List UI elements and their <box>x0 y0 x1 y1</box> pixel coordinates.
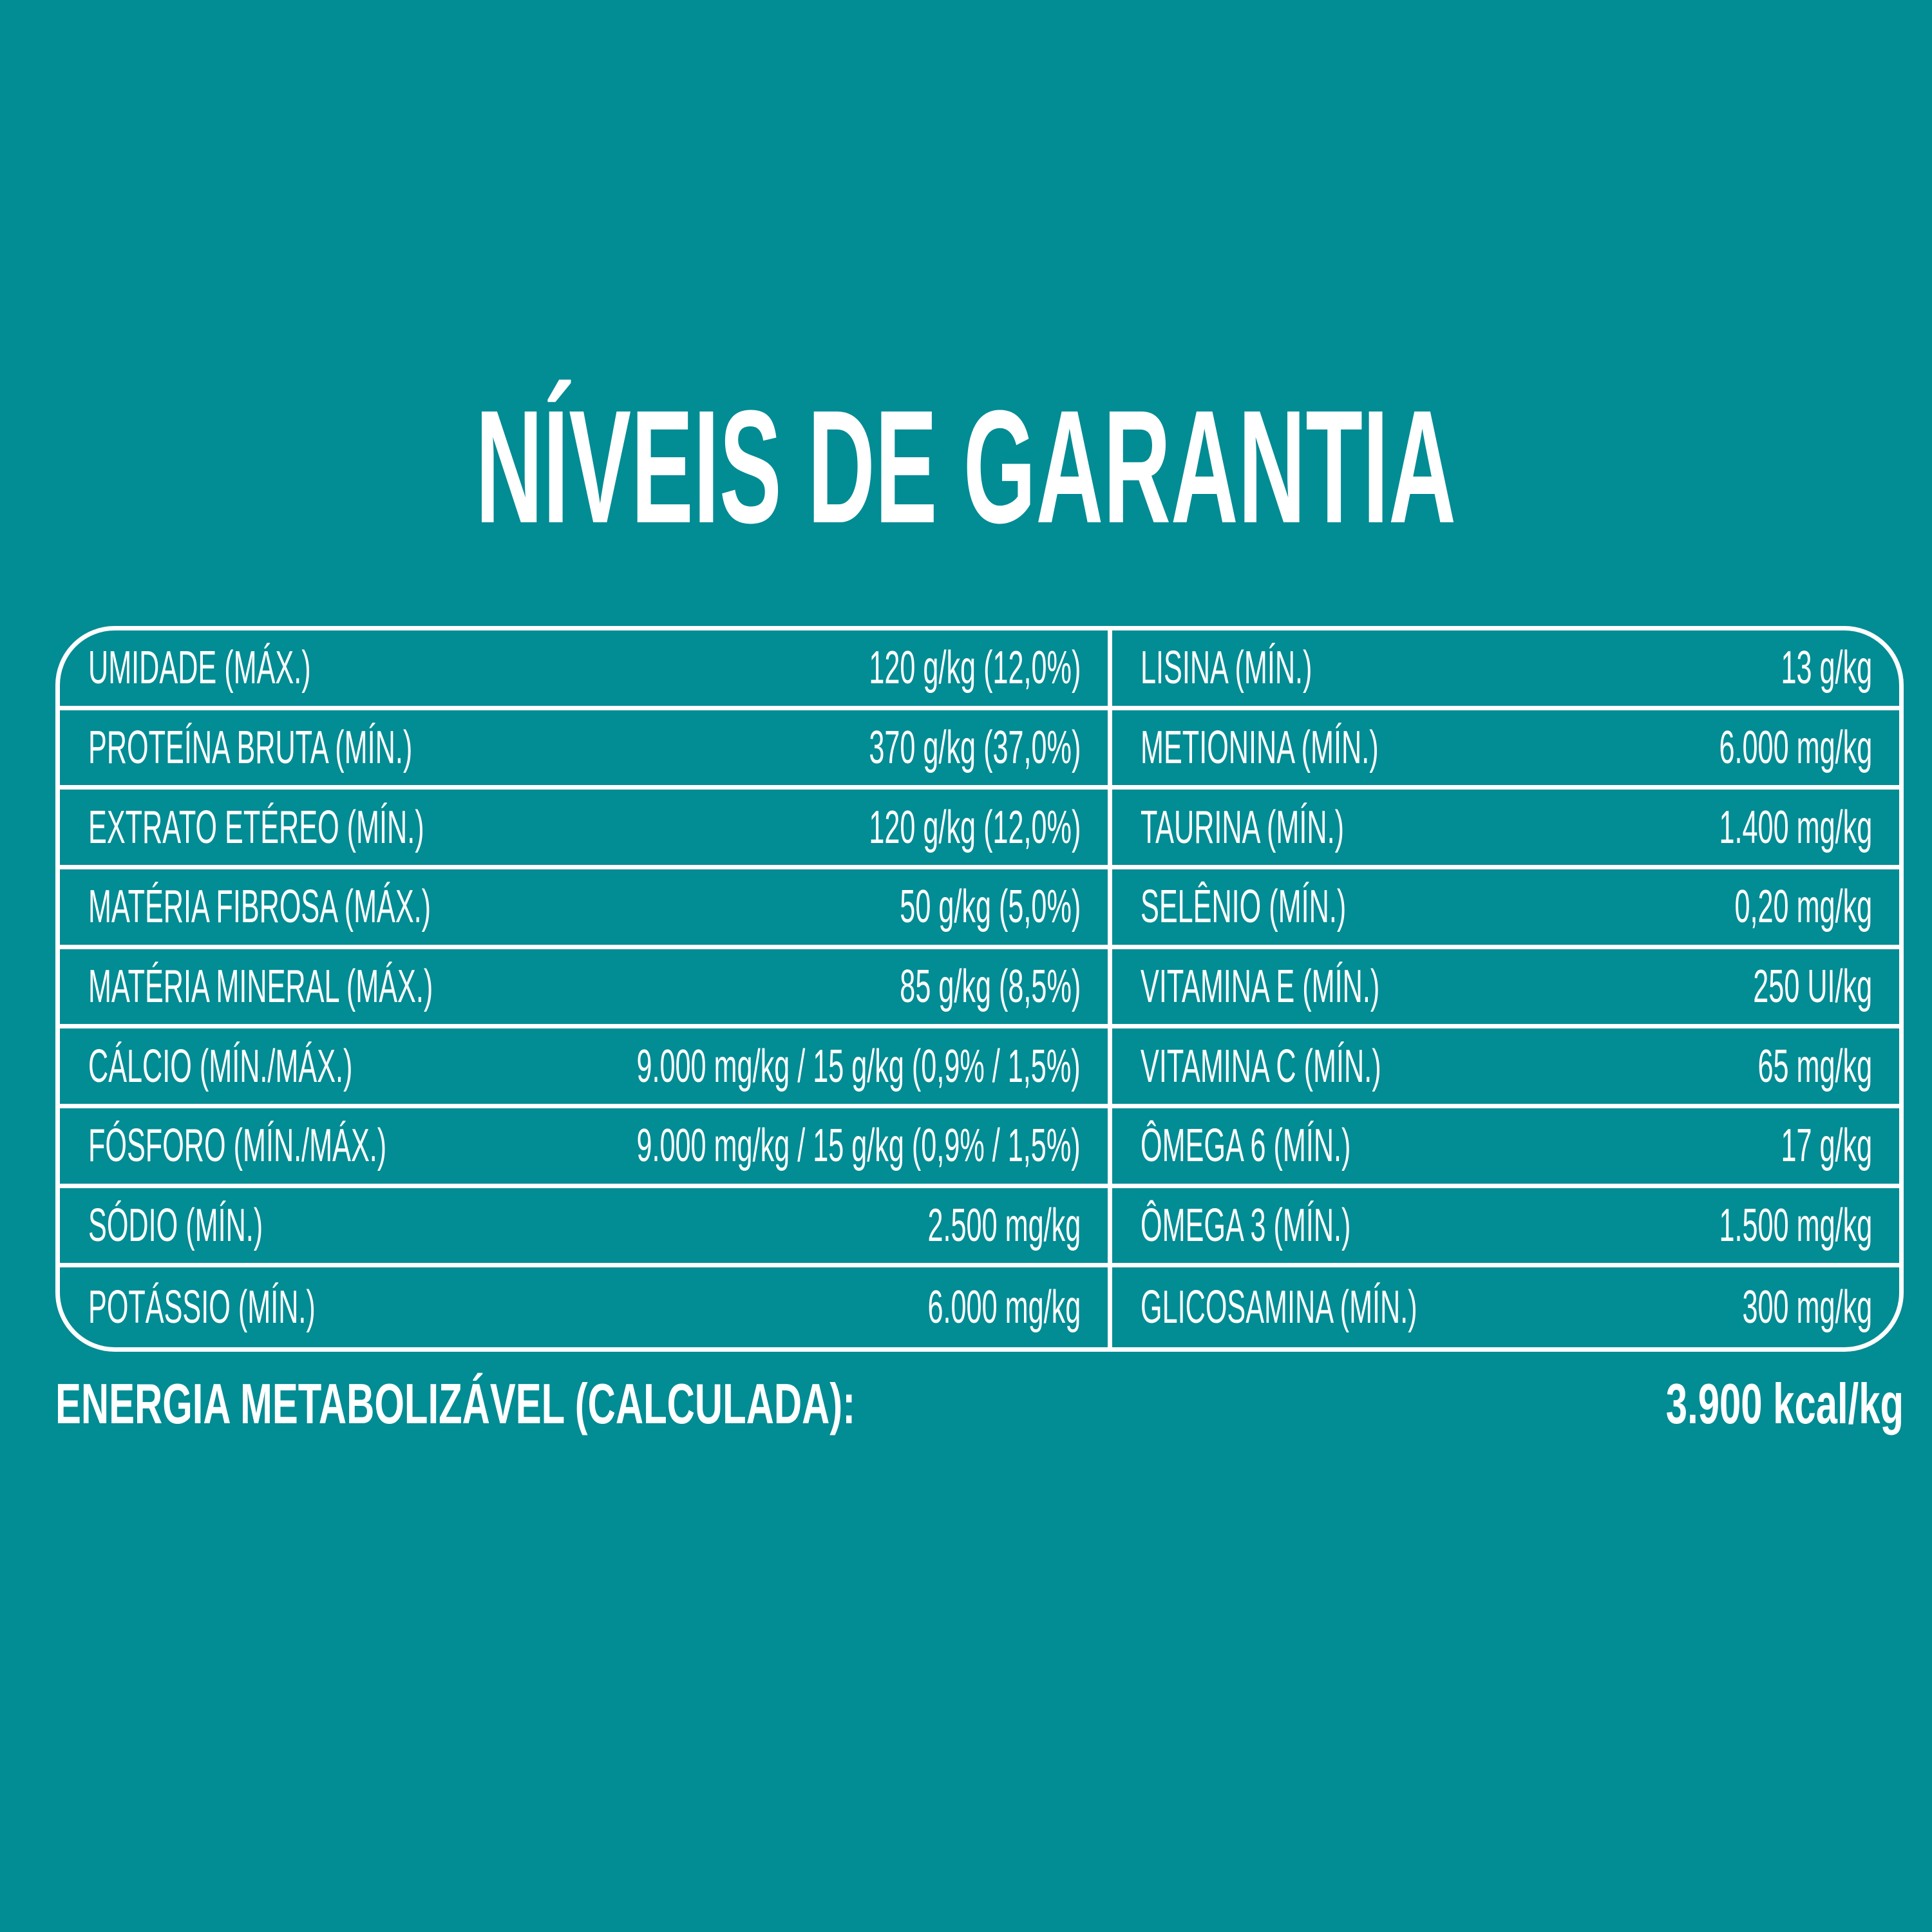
nutrient-value: 1.400 mg/kg <box>1719 801 1872 853</box>
table-row-right: SELÊNIO (MÍN.) 0,20 mg/kg <box>1112 869 1899 949</box>
nutrient-value: 2.500 mg/kg <box>927 1199 1081 1251</box>
nutrient-label: VITAMINA E (MÍN.) <box>1141 960 1380 1012</box>
energy-row: ENERGIA METABOLIZÁVEL (CALCULADA): 3.900… <box>55 1372 1904 1436</box>
nutrient-label: PROTEÍNA BRUTA (MÍN.) <box>88 721 413 773</box>
nutrient-label: ÔMEGA 6 (MÍN.) <box>1141 1120 1351 1172</box>
nutrient-value: 13 g/kg <box>1781 642 1872 694</box>
nutrient-value: 300 mg/kg <box>1742 1282 1872 1334</box>
nutrient-label: GLICOSAMINA (MÍN.) <box>1141 1282 1417 1334</box>
page-title: NÍVEIS DE GARANTIA <box>0 386 1932 547</box>
table-row-right: GLICOSAMINA (MÍN.) 300 mg/kg <box>1112 1267 1899 1347</box>
table-row-left: POTÁSSIO (MÍN.) 6.000 mg/kg <box>60 1267 1112 1347</box>
table-row-left: MATÉRIA FIBROSA (MÁX.) 50 g/kg (5,0%) <box>60 869 1112 949</box>
nutrient-label: VITAMINA C (MÍN.) <box>1141 1040 1381 1092</box>
nutrient-label: LISINA (MÍN.) <box>1141 642 1312 694</box>
nutrient-label: SÓDIO (MÍN.) <box>88 1199 263 1251</box>
guarantee-levels-table: UMIDADE (MÁX.) 120 g/kg (12,0%) LISINA (MÍ… <box>55 626 1904 1352</box>
nutrient-label: METIONINA (MÍN.) <box>1141 721 1379 773</box>
nutrient-label: POTÁSSIO (MÍN.) <box>88 1282 316 1334</box>
nutrient-value: 9.000 mg/kg / 15 g/kg (0,9% / 1,5%) <box>636 1120 1081 1172</box>
nutrient-value: 9.000 mg/kg / 15 g/kg (0,9% / 1,5%) <box>636 1040 1081 1092</box>
energy-value: 3.900 kcal/kg <box>1665 1372 1904 1435</box>
nutrient-label: FÓSFORO (MÍN./MÁX.) <box>88 1120 387 1172</box>
page-title-text: NÍVEIS DE GARANTIA <box>475 377 1457 556</box>
nutrient-value: 50 g/kg (5,0%) <box>900 881 1081 933</box>
nutrient-value: 6.000 mg/kg <box>927 1282 1081 1334</box>
nutrient-label: CÁLCIO (MÍN./MÁX.) <box>88 1040 353 1092</box>
table-row-left: CÁLCIO (MÍN./MÁX.) 9.000 mg/kg / 15 g/kg … <box>60 1028 1112 1108</box>
table-row-right: ÔMEGA 6 (MÍN.) 17 g/kg <box>1112 1108 1899 1188</box>
nutrient-value: 250 UI/kg <box>1753 960 1872 1012</box>
nutrient-label: MATÉRIA FIBROSA (MÁX.) <box>88 881 431 933</box>
table-row-left: EXTRATO ETÉREO (MÍN.) 120 g/kg (12,0%) <box>60 790 1112 869</box>
nutrient-value: 17 g/kg <box>1781 1120 1872 1172</box>
table-row-left: UMIDADE (MÁX.) 120 g/kg (12,0%) <box>60 630 1112 710</box>
nutrient-value: 1.500 mg/kg <box>1719 1199 1872 1251</box>
table-row-right: METIONINA (MÍN.) 6.000 mg/kg <box>1112 710 1899 790</box>
nutrient-label: UMIDADE (MÁX.) <box>88 642 311 694</box>
nutrient-value: 0,20 mg/kg <box>1734 881 1872 933</box>
nutrient-label: SELÊNIO (MÍN.) <box>1141 881 1347 933</box>
nutrient-label: ÔMEGA 3 (MÍN.) <box>1141 1199 1351 1251</box>
table-row-left: PROTEÍNA BRUTA (MÍN.) 370 g/kg (37,0%) <box>60 710 1112 790</box>
table-row-right: ÔMEGA 3 (MÍN.) 1.500 mg/kg <box>1112 1188 1899 1268</box>
energy-label: ENERGIA METABOLIZÁVEL (CALCULADA): <box>55 1372 856 1435</box>
table-row-right: VITAMINA C (MÍN.) 65 mg/kg <box>1112 1028 1899 1108</box>
nutrient-value: 85 g/kg (8,5%) <box>900 960 1081 1012</box>
nutrient-value: 6.000 mg/kg <box>1719 721 1872 773</box>
nutrient-value: 120 g/kg (12,0%) <box>868 801 1081 853</box>
table-row-left: SÓDIO (MÍN.) 2.500 mg/kg <box>60 1188 1112 1268</box>
nutrient-value: 65 mg/kg <box>1757 1040 1872 1092</box>
nutrient-label: EXTRATO ETÉREO (MÍN.) <box>88 801 424 853</box>
table-row-left: FÓSFORO (MÍN./MÁX.) 9.000 mg/kg / 15 g/kg… <box>60 1108 1112 1188</box>
nutrient-value: 370 g/kg (37,0%) <box>868 721 1081 773</box>
table-row-right: LISINA (MÍN.) 13 g/kg <box>1112 630 1899 710</box>
table-row-right: VITAMINA E (MÍN.) 250 UI/kg <box>1112 949 1899 1029</box>
nutrient-label: MATÉRIA MINERAL (MÁX.) <box>88 960 433 1012</box>
table-row-left: MATÉRIA MINERAL (MÁX.) 85 g/kg (8,5%) <box>60 949 1112 1029</box>
nutrient-value: 120 g/kg (12,0%) <box>868 642 1081 694</box>
nutrient-label: TAURINA (MÍN.) <box>1141 801 1344 853</box>
table-row-right: TAURINA (MÍN.) 1.400 mg/kg <box>1112 790 1899 869</box>
